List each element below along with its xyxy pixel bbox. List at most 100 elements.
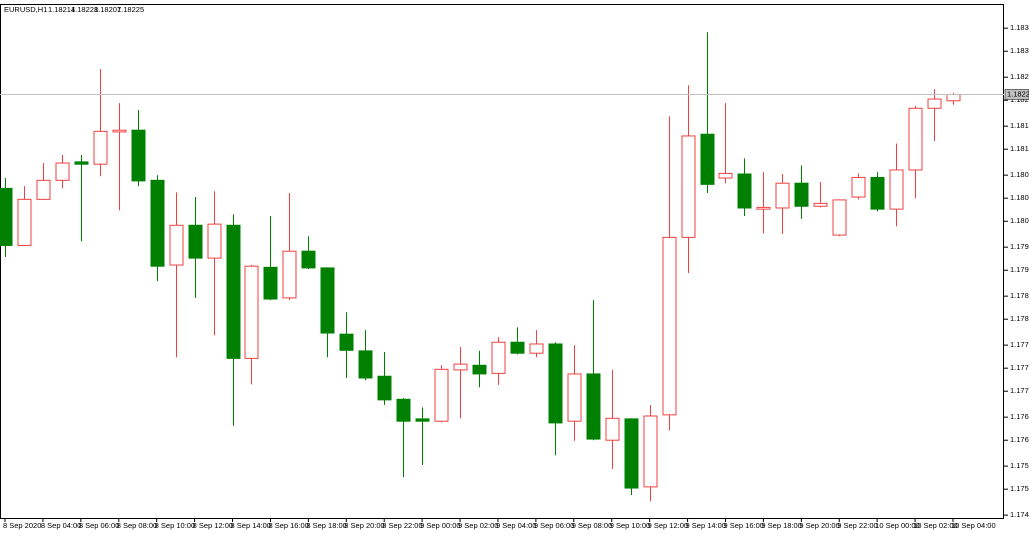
candle-body: [263, 266, 278, 300]
x-tick-label: 8 Sep 12:00: [193, 521, 233, 530]
x-tick-label: 8 Sep 16:00: [268, 521, 308, 530]
candle-body: [377, 375, 392, 401]
candle-body: [832, 199, 847, 236]
y-tick-label: 1.17875: [1010, 291, 1029, 300]
candle-body: [453, 363, 468, 371]
candle-body: [415, 418, 430, 422]
x-tick-label: 9 Sep 12:00: [648, 521, 688, 530]
candle-body: [472, 364, 487, 375]
candle-body: [301, 250, 316, 269]
candle-body: [55, 162, 70, 181]
x-tick-label: 9 Sep 16:00: [723, 521, 763, 530]
header-value: 1.18214: [48, 5, 75, 14]
y-tick-label: 1.17665: [1010, 412, 1029, 421]
candle-body: [244, 265, 259, 359]
y-tick-label: 1.17835: [1010, 314, 1029, 323]
candle-body: [396, 398, 411, 422]
candle-body: [643, 415, 658, 488]
x-tick-label: 8 Sep 10:00: [155, 521, 195, 530]
candle-body: [339, 333, 354, 351]
x-tick-label: 9 Sep 00:00: [420, 521, 460, 530]
candle-body: [510, 341, 525, 354]
candle-body: [36, 179, 51, 200]
x-tick-label: 8 Sep 14:00: [231, 521, 271, 530]
bid-tag: [1004, 89, 1029, 100]
x-tick-label: 10 Sep 04:00: [951, 521, 996, 530]
y-tick-label: 1.17540: [1010, 484, 1029, 493]
candle-body: [756, 206, 771, 210]
candle-body: [207, 223, 222, 259]
candle-body: [226, 224, 241, 359]
candle-body: [188, 224, 203, 259]
y-tick-label: 1.18045: [1010, 193, 1029, 202]
candle-body: [491, 341, 506, 374]
x-tick-label: 9 Sep 18:00: [761, 521, 801, 530]
candle-body: [358, 350, 373, 379]
y-tick-label: 1.17625: [1010, 435, 1029, 444]
x-tick-label: 8 Sep 08:00: [117, 521, 157, 530]
y-tick-label: 1.18085: [1010, 170, 1029, 179]
y-tick-label: 1.17710: [1010, 386, 1029, 395]
candle-body: [681, 135, 696, 238]
x-tick-label: 8 Sep 18:00: [306, 521, 346, 530]
candle-body: [282, 250, 297, 299]
chart-title: EURUSD,H1: [4, 5, 47, 14]
candle-body: [169, 224, 184, 266]
y-tick-label: 1.17960: [1010, 242, 1029, 251]
header-value: 1.18228: [71, 5, 98, 14]
y-tick-label: 1.18170: [1010, 121, 1029, 130]
x-tick-label: 8 Sep 06:00: [79, 521, 119, 530]
x-tick-label: 10 Sep 00:00: [875, 521, 920, 530]
candle-body: [586, 373, 601, 440]
candle-body: [927, 98, 942, 109]
candle-body: [320, 267, 335, 334]
candle-body: [908, 107, 923, 171]
candle-body: [605, 417, 620, 441]
x-tick-label: 9 Sep 10:00: [610, 521, 650, 530]
y-tick-label: 1.17750: [1010, 363, 1029, 372]
candle-body: [434, 368, 449, 422]
x-tick-label: 9 Sep 02:00: [458, 521, 498, 530]
candle-body: [851, 176, 866, 198]
y-tick-label: 1.17920: [1010, 265, 1029, 274]
header-value: 1.18207: [94, 5, 121, 14]
candle-body: [813, 202, 828, 207]
candle-body: [17, 198, 32, 246]
x-tick-label: 9 Sep 14:00: [686, 521, 726, 530]
plot-frame: [0, 4, 1004, 519]
candle-body: [718, 172, 733, 179]
x-tick-label: 8 Sep 20:00: [344, 521, 384, 530]
y-tick-label: 1.17790: [1010, 340, 1029, 349]
y-tick-label: 1.17580: [1010, 461, 1029, 470]
y-tick-label: 1.18300: [1010, 46, 1029, 55]
candle-body: [74, 161, 89, 165]
candle-body: [150, 179, 165, 267]
candle-body: [870, 176, 885, 210]
candle-body: [131, 129, 146, 182]
y-tick-label: 1.18005: [1010, 216, 1029, 225]
candle-body: [112, 129, 127, 133]
x-tick-label: 9 Sep 04:00: [496, 521, 536, 530]
x-tick-label: 8 Sep 22:00: [382, 521, 422, 530]
x-tick-label: 8 Sep 2020: [3, 521, 41, 530]
bid-label: 1.18225: [1007, 89, 1029, 98]
y-tick-label: 1.18340: [1010, 23, 1029, 32]
candle-body: [700, 133, 715, 185]
x-tick-label: 9 Sep 08:00: [572, 521, 612, 530]
x-tick-label: 10 Sep 02:00: [913, 521, 958, 530]
x-tick-label: 8 Sep 04:00: [41, 521, 81, 530]
candle-body: [567, 373, 582, 422]
y-tick-label: 1.18130: [1010, 144, 1029, 153]
candle-body: [624, 418, 639, 489]
x-tick-label: 9 Sep 20:00: [799, 521, 839, 530]
y-tick-label: 1.17495: [1010, 510, 1029, 519]
header-value: 1.18225: [117, 5, 144, 14]
candle-body: [93, 130, 108, 165]
candle-body: [548, 343, 563, 424]
candle-body: [0, 187, 13, 246]
x-tick-label: 9 Sep 22:00: [837, 521, 877, 530]
x-tick-label: 9 Sep 06:00: [534, 521, 574, 530]
candle-body: [889, 169, 904, 210]
